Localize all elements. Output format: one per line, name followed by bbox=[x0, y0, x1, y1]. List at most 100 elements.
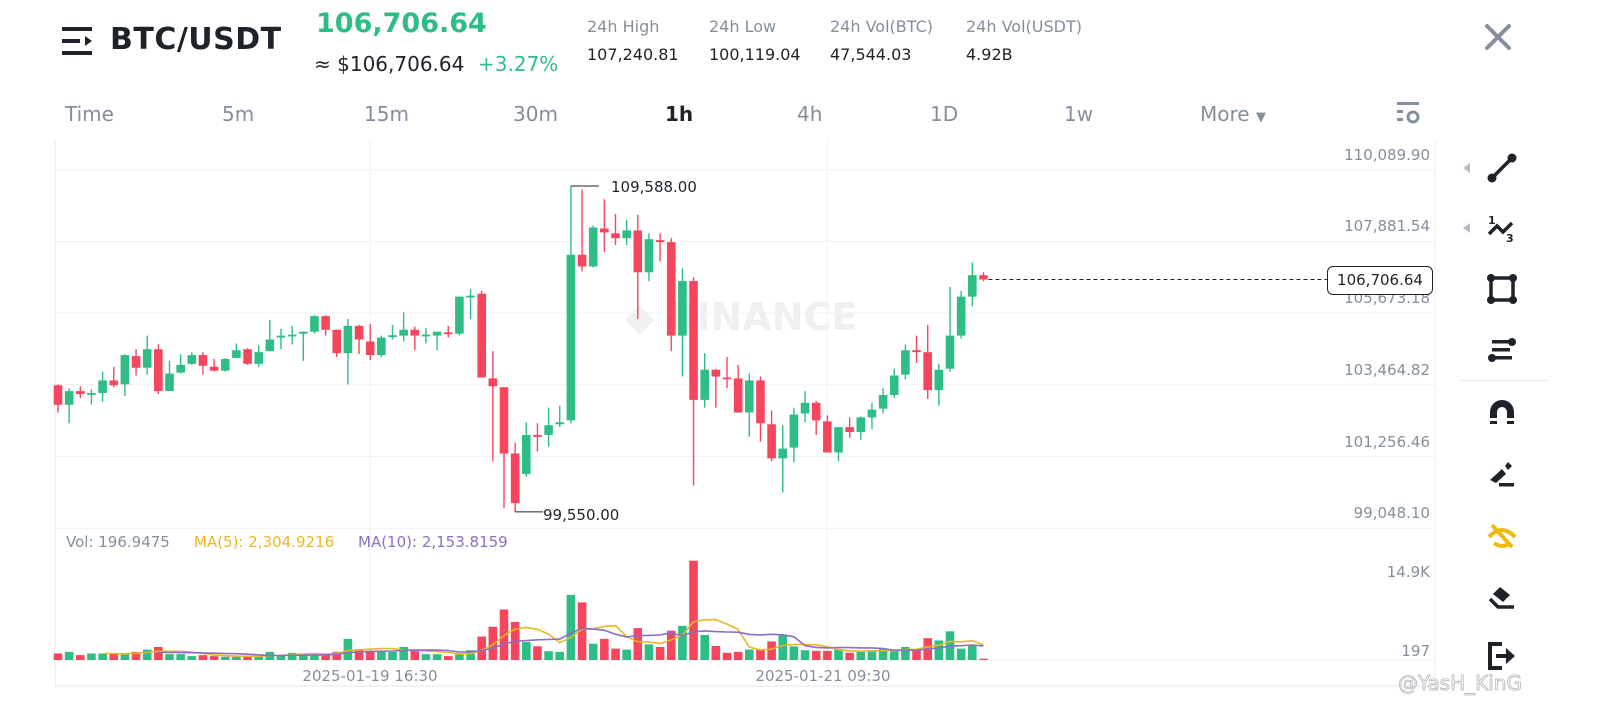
volume-bar bbox=[544, 651, 553, 660]
tab-time[interactable]: Time bbox=[65, 102, 114, 126]
volume-ma5-line bbox=[102, 618, 984, 658]
candle-body bbox=[98, 380, 107, 394]
candle-body bbox=[522, 434, 531, 474]
chart-settings-icon[interactable] bbox=[1396, 100, 1422, 126]
volume-bar bbox=[722, 652, 732, 660]
rectangle-icon[interactable] bbox=[1486, 273, 1518, 305]
tab-1h[interactable]: 1h bbox=[665, 102, 694, 126]
volume-ma10-line bbox=[158, 627, 984, 657]
volume-bar bbox=[410, 650, 420, 660]
eraser-icon[interactable] bbox=[1486, 581, 1518, 613]
volume-bar bbox=[254, 656, 263, 660]
expand-arrow-icon[interactable] bbox=[1463, 223, 1470, 233]
candle-body bbox=[365, 341, 375, 356]
volume-bar bbox=[220, 656, 230, 660]
candle-body bbox=[332, 329, 342, 354]
volume-bar bbox=[979, 658, 988, 660]
high-price-marker: 109,588.00 bbox=[611, 178, 697, 196]
svg-text:1: 1 bbox=[1488, 214, 1496, 227]
tab-30m[interactable]: 30m bbox=[513, 102, 558, 126]
candles bbox=[53, 185, 988, 512]
volume-bar bbox=[700, 634, 709, 660]
price-axis-label: 101,256.46 bbox=[1344, 432, 1430, 451]
candle-body bbox=[354, 325, 364, 340]
volume-bar bbox=[176, 654, 185, 660]
tab-1w[interactable]: 1w bbox=[1064, 102, 1094, 126]
tab-more[interactable]: More ▼ bbox=[1200, 102, 1266, 126]
volume-bar bbox=[299, 654, 308, 660]
candle-body bbox=[588, 227, 598, 267]
volume-bar bbox=[98, 653, 107, 660]
volume-bar bbox=[711, 646, 721, 660]
trend-line-icon[interactable] bbox=[1486, 152, 1518, 184]
price-axis-label: 103,464.82 bbox=[1344, 360, 1430, 379]
volume-bar bbox=[232, 656, 241, 660]
candle-body bbox=[410, 329, 420, 336]
volume-bar bbox=[198, 655, 208, 660]
candle-body bbox=[878, 395, 888, 409]
tab-5m[interactable]: 5m bbox=[222, 102, 255, 126]
candle-body bbox=[700, 369, 709, 400]
expand-arrow-icon[interactable] bbox=[1463, 163, 1470, 173]
volume-axis-max: 14.9K bbox=[1386, 563, 1430, 581]
stat-24h-high-label: 24h High bbox=[587, 17, 660, 36]
volume-bar bbox=[867, 650, 877, 660]
candle-body bbox=[544, 425, 553, 435]
volume-bar bbox=[588, 643, 598, 660]
hide-drawings-icon[interactable] bbox=[1486, 519, 1518, 551]
volume-bar bbox=[834, 649, 843, 660]
candle-body bbox=[912, 350, 921, 353]
volume-bar bbox=[566, 594, 576, 660]
volume-axis-min: 197 bbox=[1401, 642, 1430, 660]
volume-bar bbox=[622, 649, 631, 660]
parallel-lines-icon[interactable] bbox=[1486, 334, 1518, 366]
volume-bar bbox=[455, 654, 464, 660]
volume-bar bbox=[477, 636, 486, 660]
candle-body bbox=[142, 349, 152, 368]
candle-body bbox=[633, 230, 643, 273]
candle-body bbox=[198, 355, 208, 366]
volume-bar bbox=[109, 653, 119, 660]
candle-body bbox=[64, 391, 74, 405]
candle-body bbox=[321, 316, 330, 330]
volume-bar bbox=[187, 656, 197, 660]
tab-15m[interactable]: 15m bbox=[364, 102, 409, 126]
volume-bar bbox=[120, 654, 130, 660]
tab-1d[interactable]: 1D bbox=[930, 102, 959, 126]
exit-drawing-icon[interactable] bbox=[1486, 640, 1518, 672]
candle-body bbox=[577, 254, 587, 267]
volume-bar bbox=[466, 650, 475, 660]
toolbar-divider bbox=[1460, 380, 1548, 381]
candle-body bbox=[678, 281, 687, 336]
volume-bar bbox=[64, 651, 74, 660]
volume-bar bbox=[310, 654, 319, 660]
menu-icon[interactable] bbox=[62, 27, 96, 55]
close-icon[interactable] bbox=[1484, 22, 1512, 52]
candle-body bbox=[889, 375, 899, 396]
stat-24h-low-value: 100,119.04 bbox=[709, 45, 801, 64]
last-price: 106,706.64 bbox=[316, 8, 487, 39]
stat-24h-low-label: 24h Low bbox=[709, 17, 777, 36]
pencil-icon[interactable] bbox=[1486, 458, 1518, 490]
candle-body bbox=[488, 378, 498, 387]
volume-bar bbox=[432, 654, 442, 660]
low-price-marker: 99,550.00 bbox=[543, 506, 620, 524]
candle-body bbox=[722, 377, 732, 380]
volume-bar bbox=[443, 656, 453, 660]
candle-body bbox=[566, 254, 576, 421]
volume-bar bbox=[332, 651, 342, 660]
volume-bar bbox=[421, 654, 431, 660]
tab-4h[interactable]: 4h bbox=[797, 102, 823, 126]
volume-bar bbox=[666, 630, 676, 660]
volume-bar bbox=[321, 654, 330, 660]
volume-bar bbox=[845, 652, 854, 660]
volume-bar bbox=[678, 625, 687, 660]
stat-24h-vol-usdt-value: 4.92B bbox=[966, 45, 1013, 64]
caret-down-icon: ▼ bbox=[1255, 110, 1266, 125]
volume-bar bbox=[789, 646, 799, 660]
candle-body bbox=[131, 356, 141, 368]
price-change-percent: +3.27% bbox=[478, 52, 559, 76]
magnet-icon[interactable] bbox=[1486, 396, 1518, 428]
